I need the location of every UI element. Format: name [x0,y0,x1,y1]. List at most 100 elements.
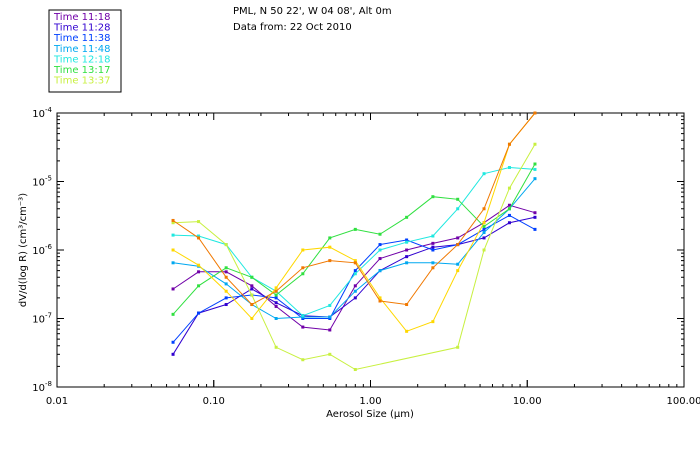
plot-frame [56,112,685,388]
data-point [456,236,460,240]
data-point [533,162,537,166]
data-point [301,358,305,362]
legend-entry: Time 13:37 [53,76,110,87]
data-point [274,293,278,297]
data-point [507,142,511,146]
data-point [482,236,486,240]
data-point [378,243,382,247]
data-point [353,261,357,265]
data-point [250,317,254,320]
y-tick-exponent: -5 [45,175,52,183]
data-point [405,240,409,244]
data-point [431,195,435,199]
series-lines [171,111,537,372]
y-tick-label: 10-8 [32,380,52,394]
data-point [431,241,435,245]
data-point [507,213,511,217]
y-tick-label: 10-6 [32,243,52,257]
data-point [456,262,460,266]
data-point [301,266,305,270]
data-point [353,227,357,231]
data-point [482,207,486,211]
data-point [301,325,305,329]
data-point [482,231,486,235]
data-point [431,245,435,249]
data-point [378,296,382,300]
data-point [224,303,228,307]
data-point [405,261,409,265]
y-tick-exponent: -7 [45,312,52,320]
data-point [197,220,201,224]
data-point [405,329,409,333]
data-point [171,233,175,237]
data-point [171,312,175,316]
data-point [405,248,409,252]
data-point [301,314,305,318]
chart-subtitle: Data from: 22 Oct 2010 [233,22,352,33]
legend-entry: Time 11:28 [53,23,110,34]
x-axis-label: Aerosol Size (µm) [326,409,414,420]
data-point [456,345,460,349]
data-point [274,304,278,308]
data-point [301,248,305,252]
data-point [250,284,254,288]
legend-box [48,9,122,93]
data-point [250,287,254,291]
data-point [353,368,357,372]
data-point [405,215,409,219]
data-point [353,289,357,293]
data-point [328,236,332,240]
y-tick-base: 10 [32,109,45,120]
data-point [405,303,409,307]
data-point [431,320,435,324]
data-point [456,207,460,211]
data-point [171,261,175,265]
y-axis-label: dV/d(log R) (cm³/cm⁻³) [18,193,29,307]
data-point [482,221,486,225]
data-point [533,215,537,219]
y-tick-base: 10 [32,315,45,326]
data-point [328,328,332,332]
data-point [482,172,486,176]
data-point [378,248,382,252]
legend-entry: Time 13:17 [53,65,110,76]
data-point [533,111,537,115]
y-tick-base: 10 [32,246,45,257]
data-point [328,245,332,249]
x-tick-label: 0.10 [203,396,225,407]
data-point [224,282,228,286]
data-point [274,345,278,349]
legend-entry: Time 11:38 [53,33,110,44]
series-line-4 [173,166,536,317]
data-point [378,269,382,273]
data-point [224,296,228,300]
data-point [431,266,435,270]
data-point [507,186,511,190]
legend-entry: Time 11:18 [53,12,110,23]
y-tick-exponent: -4 [45,106,53,114]
data-point [197,234,201,238]
data-point [274,317,278,320]
data-point [353,269,357,273]
data-point [197,284,201,288]
data-point [533,142,537,146]
data-point [274,296,278,300]
data-point [378,299,382,303]
data-point [328,315,332,319]
data-point [224,270,228,274]
data-point [224,289,228,293]
y-tick-exponent: -8 [45,380,52,388]
data-point [274,286,278,290]
data-point [507,166,511,170]
data-point [171,340,175,344]
data-point [431,234,435,238]
data-point [301,272,305,276]
chart-title: PML, N 50 22', W 04 08', Alt 0m [233,6,392,17]
data-point [507,207,511,211]
data-point [171,218,175,222]
legend-entry: Time 12:18 [53,54,110,65]
x-tick-label: 0.01 [46,396,68,407]
data-point [250,275,254,279]
data-point [353,284,357,288]
